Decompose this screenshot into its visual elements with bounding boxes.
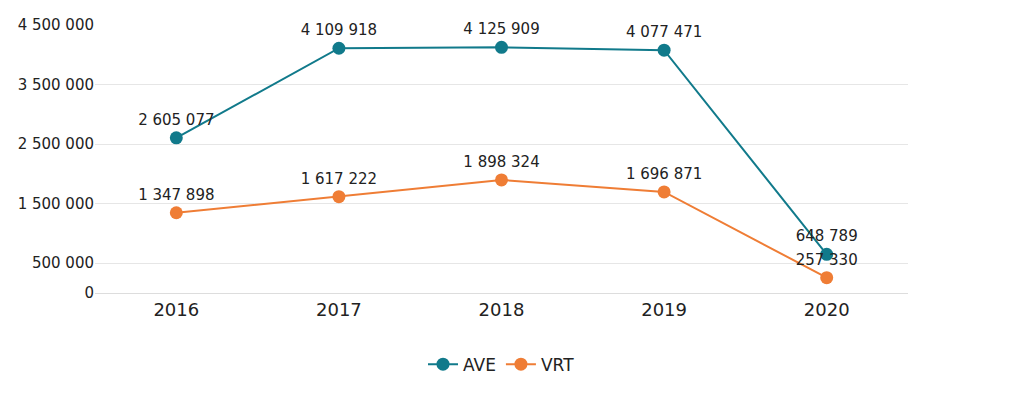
svg-text:1 500 000: 1 500 000	[18, 195, 94, 213]
svg-text:257 330: 257 330	[796, 251, 858, 269]
svg-text:2020: 2020	[804, 299, 850, 320]
svg-text:4 109 918: 4 109 918	[301, 21, 377, 39]
svg-text:4 077 471: 4 077 471	[626, 23, 702, 41]
svg-text:1 898 324: 1 898 324	[463, 153, 539, 171]
svg-text:2017: 2017	[316, 299, 362, 320]
svg-text:2 500 000: 2 500 000	[18, 135, 94, 153]
svg-text:500 000: 500 000	[32, 254, 94, 272]
svg-text:1 617 222: 1 617 222	[301, 170, 377, 188]
svg-text:2018: 2018	[479, 299, 525, 320]
svg-text:4 500 000: 4 500 000	[18, 16, 94, 34]
svg-text:VRT: VRT	[541, 355, 574, 375]
svg-text:1 347 898: 1 347 898	[138, 186, 214, 204]
svg-text:2 605 077: 2 605 077	[138, 111, 214, 129]
svg-text:3 500 000: 3 500 000	[18, 76, 94, 94]
svg-text:2016: 2016	[153, 299, 199, 320]
svg-text:4 125 909: 4 125 909	[463, 20, 539, 38]
svg-text:648 789: 648 789	[796, 227, 858, 245]
svg-text:1 696 871: 1 696 871	[626, 165, 702, 183]
svg-text:2019: 2019	[641, 299, 687, 320]
svg-text:0: 0	[84, 284, 94, 302]
svg-text:AVE: AVE	[463, 355, 496, 375]
